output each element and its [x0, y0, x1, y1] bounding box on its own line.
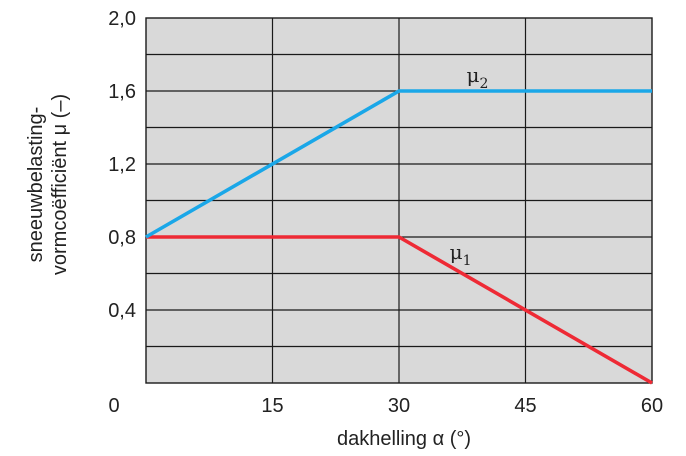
y-axis-title-line-1: sneeuwbelasting- [25, 107, 47, 263]
x-tick-label: 60 [641, 395, 663, 417]
x-axis-ticks: 0 15 30 45 60 [108, 395, 663, 417]
y-axis-ticks: 0,4 0,8 1,2 1,6 2,0 [108, 8, 136, 322]
y-tick-label: 0,8 [108, 227, 136, 249]
series-label-mu2: μ2 [466, 63, 488, 92]
x-axis-title: dakhelling α (°) [337, 428, 471, 450]
series-label-mu1: μ1 [450, 240, 472, 269]
x-tick-label: 45 [514, 395, 536, 417]
y-axis-title: sneeuwbelasting- vormcoëfficiënt μ (–) [25, 94, 71, 275]
x-tick-label: 0 [108, 395, 119, 417]
series-labels: μ1 μ2 [450, 63, 489, 269]
series-line-mu1 [146, 235, 653, 385]
y-axis-title-line-2: vormcoëfficiënt μ (–) [49, 94, 71, 275]
y-tick-label: 0,4 [108, 300, 136, 322]
y-tick-label: 1,2 [108, 154, 136, 176]
series-line-mu2 [145, 89, 652, 239]
x-tick-label: 15 [261, 395, 283, 417]
y-tick-label: 2,0 [108, 8, 136, 30]
y-tick-label: 1,6 [108, 81, 136, 103]
plot-frame [145, 17, 653, 384]
series-lines [145, 89, 653, 385]
x-tick-label: 30 [388, 395, 410, 417]
